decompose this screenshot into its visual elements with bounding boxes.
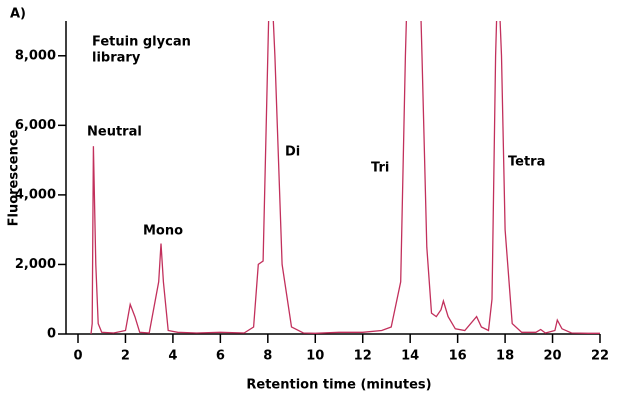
peak-label: Tri (371, 161, 389, 176)
data-line (90, 21, 600, 335)
y-axis-title: Fluorescence (7, 129, 22, 226)
y-tick-label: 8,000 (15, 48, 56, 63)
x-tick-label: 12 (354, 349, 372, 364)
x-tick-label: 4 (168, 349, 177, 364)
x-axis-title: Retention time (minutes) (246, 378, 431, 393)
chart-title: library (92, 51, 141, 66)
x-tick-label: 18 (496, 349, 514, 364)
x-tick-label: 22 (591, 349, 609, 364)
y-tick-label: 4,000 (15, 187, 56, 202)
y-tick-label: 2,000 (15, 257, 56, 272)
y-tick-label: 6,000 (15, 118, 56, 133)
peak-label: Di (285, 145, 300, 160)
x-tick-label: 16 (449, 349, 467, 364)
x-tick-label: 6 (216, 349, 225, 364)
peak-label: Tetra (508, 155, 545, 170)
chart-title: Fetuin glycan (92, 35, 191, 50)
x-tick-label: 0 (73, 349, 82, 364)
peak-label: Mono (143, 224, 183, 239)
panel-label: A) (10, 7, 26, 22)
x-tick-label: 20 (543, 349, 561, 364)
x-tick-label: 14 (401, 349, 419, 364)
x-tick-label: 2 (121, 349, 130, 364)
x-tick-label: 8 (263, 349, 272, 364)
x-tick-label: 10 (306, 349, 324, 364)
peak-label: Neutral (87, 125, 142, 140)
y-tick-label: 0 (47, 327, 56, 342)
